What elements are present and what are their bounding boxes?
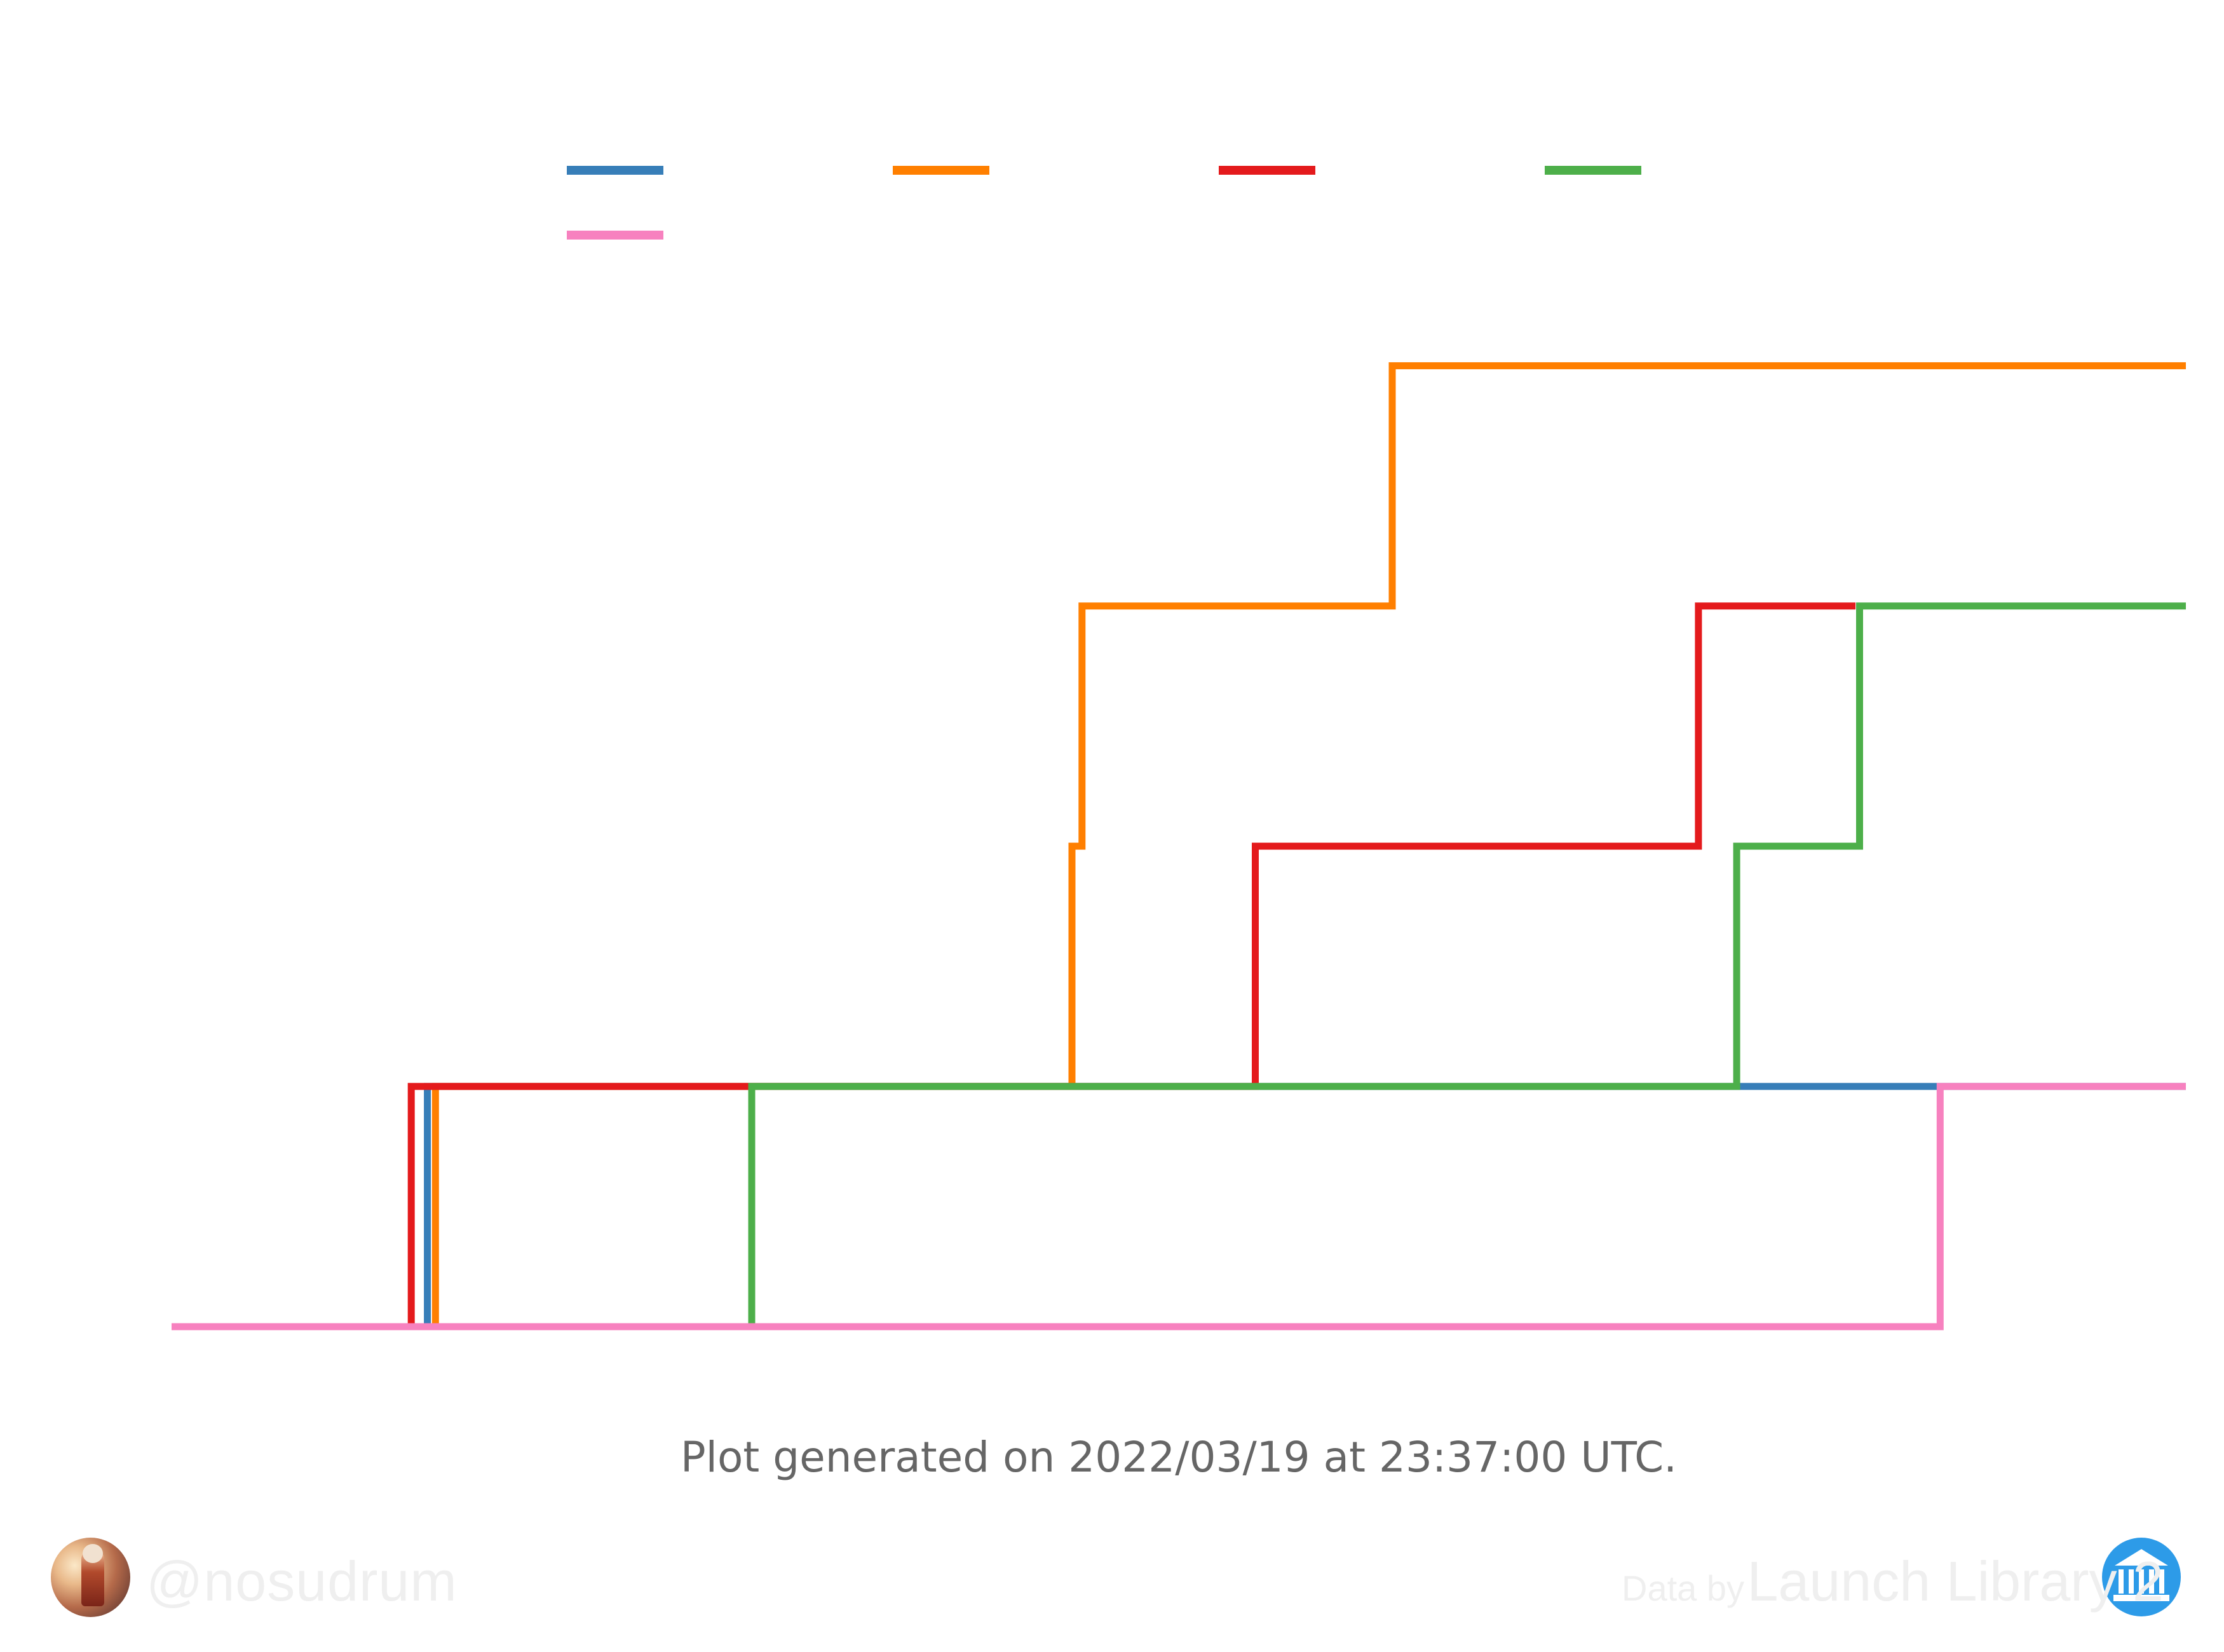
launch-library-logo-icon xyxy=(2102,1538,2181,1616)
data-source-credit: Data by Launch Library 2 xyxy=(1622,1549,2164,1614)
legend xyxy=(567,166,1641,240)
data-source-name: Launch Library 2 xyxy=(1747,1550,2164,1613)
series-line-4 xyxy=(172,602,2186,1330)
series-line-1 xyxy=(172,1083,2186,1330)
series-lines xyxy=(172,362,2186,1330)
series-line-2 xyxy=(172,362,2186,1330)
plot-generated-note: Plot generated on 2022/03/19 at 23:37:00… xyxy=(680,1433,1678,1482)
series-line-5 xyxy=(172,1083,2186,1330)
author-handle: @nosudrum xyxy=(146,1550,458,1613)
astronaut-avatar-icon xyxy=(51,1538,130,1617)
data-by-label: Data by xyxy=(1622,1568,1745,1608)
